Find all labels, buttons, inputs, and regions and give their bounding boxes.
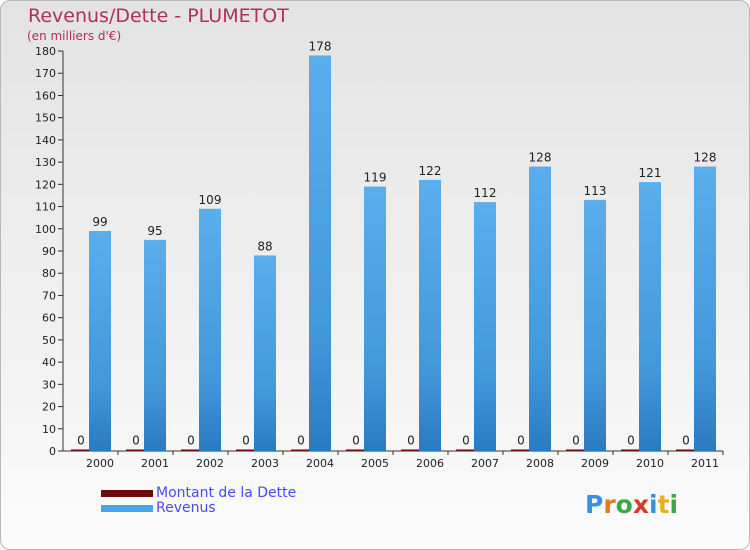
y-tick-label: 90: [42, 245, 56, 258]
x-tick-label: 2002: [196, 457, 224, 470]
bar-label-dette: 0: [297, 434, 305, 448]
bar-label-dette: 0: [242, 434, 250, 448]
x-tick-label: 2008: [526, 457, 554, 470]
bar-label-dette: 0: [407, 434, 415, 448]
bar-dette: [566, 449, 586, 451]
y-tick-label: 0: [49, 445, 56, 458]
y-tick-label: 170: [35, 67, 56, 80]
bar-label-dette: 0: [77, 434, 85, 448]
bar-label-revenus: 109: [199, 193, 222, 207]
bar-label-revenus: 88: [257, 239, 272, 253]
x-tick-label: 2005: [361, 457, 389, 470]
bar-label-revenus: 121: [639, 166, 662, 180]
x-tick-label: 2009: [581, 457, 609, 470]
bar-label-revenus: 113: [584, 184, 607, 198]
bar-revenus: [144, 239, 166, 451]
bar-label-revenus: 112: [474, 186, 497, 200]
bar-label-revenus: 99: [92, 215, 107, 229]
x-tick-label: 2006: [416, 457, 444, 470]
y-tick-label: 50: [42, 334, 56, 347]
legend-swatch-revenus: [101, 505, 153, 512]
x-tick-label: 2011: [691, 457, 719, 470]
bar-label-dette: 0: [517, 434, 525, 448]
bar-dette: [621, 449, 641, 451]
bar-label-revenus: 122: [419, 164, 442, 178]
y-tick-label: 160: [35, 89, 56, 102]
bar-dette: [181, 449, 201, 451]
bar-revenus: [694, 166, 716, 452]
brand-letter: o: [615, 490, 633, 519]
bar-dette: [126, 449, 146, 451]
bar-revenus: [254, 255, 276, 451]
bar-label-dette: 0: [132, 434, 140, 448]
bar-revenus: [199, 208, 221, 451]
bar-revenus: [474, 202, 496, 451]
bar-revenus: [419, 179, 441, 451]
y-tick-label: 70: [42, 289, 56, 302]
chart-subtitle: (en milliers d'€): [27, 29, 122, 43]
bar-dette: [236, 449, 256, 451]
brand-letter: i: [669, 490, 679, 519]
x-tick-label: 2000: [86, 457, 114, 470]
bar-dette: [676, 449, 696, 451]
bar-dette: [511, 449, 531, 451]
bar-revenus: [89, 231, 111, 451]
bar-dette: [291, 449, 311, 451]
x-tick-label: 2004: [306, 457, 334, 470]
brand-letter: P: [585, 490, 604, 519]
bar-label-dette: 0: [352, 434, 360, 448]
bar-revenus: [584, 199, 606, 451]
bar-revenus: [309, 55, 331, 451]
bar-label-dette: 0: [187, 434, 195, 448]
y-tick-label: 150: [35, 112, 56, 125]
bar-label-revenus: 95: [147, 224, 162, 238]
y-tick-label: 30: [42, 378, 56, 391]
bar-label-dette: 0: [627, 434, 635, 448]
brand-letter: r: [603, 490, 616, 519]
y-tick-label: 140: [35, 134, 56, 147]
bar-label-revenus: 128: [694, 151, 717, 165]
chart-title: Revenus/Dette - PLUMETOT: [28, 5, 289, 27]
bar-dette: [346, 449, 366, 451]
bar-label-dette: 0: [682, 434, 690, 448]
bar-label-revenus: 128: [529, 151, 552, 165]
bar-label-revenus: 119: [364, 171, 387, 185]
bar-revenus: [639, 182, 661, 451]
x-tick-label: 2003: [251, 457, 279, 470]
bar-label-dette: 0: [462, 434, 470, 448]
proxiti-logo: Proxiti: [585, 490, 678, 519]
x-tick-label: 2001: [141, 457, 169, 470]
y-tick-label: 180: [35, 45, 56, 58]
brand-letter: i: [649, 490, 658, 519]
y-tick-label: 40: [42, 356, 56, 369]
bar-revenus: [364, 186, 386, 452]
legend-label-revenus: Revenus: [156, 500, 216, 516]
bar-label-dette: 0: [572, 434, 580, 448]
y-tick-label: 120: [35, 178, 56, 191]
bar-label-revenus: 178: [309, 39, 332, 53]
brand-letter: x: [632, 490, 649, 519]
y-tick-label: 10: [42, 423, 56, 436]
y-tick-label: 100: [35, 223, 56, 236]
x-tick-label: 2010: [636, 457, 664, 470]
bar-dette: [71, 449, 91, 451]
bar-revenus: [529, 166, 551, 452]
y-tick-label: 130: [35, 156, 56, 169]
x-tick-label: 2007: [471, 457, 499, 470]
bar-dette: [401, 449, 421, 451]
brand-letter: t: [657, 490, 670, 519]
y-tick-label: 80: [42, 267, 56, 280]
legend-swatch-dette: [101, 490, 153, 497]
y-tick-label: 60: [42, 312, 56, 325]
legend-label-dette: Montant de la Dette: [156, 485, 297, 501]
bar-dette: [456, 449, 476, 451]
y-tick-label: 110: [35, 201, 56, 214]
y-tick-label: 20: [42, 401, 56, 414]
